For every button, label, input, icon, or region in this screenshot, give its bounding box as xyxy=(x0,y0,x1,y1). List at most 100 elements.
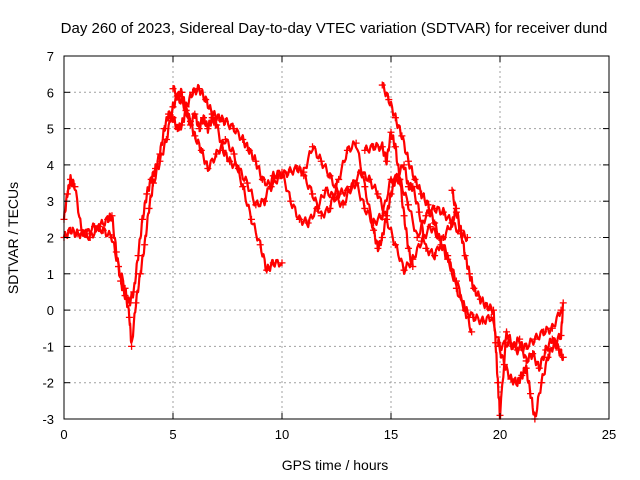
y-tick-label: 3 xyxy=(47,194,54,209)
data-point xyxy=(197,146,205,154)
data-point xyxy=(378,143,386,151)
series-trace-d xyxy=(300,139,465,261)
data-point xyxy=(422,244,430,252)
data-point xyxy=(559,353,567,361)
data-point xyxy=(361,146,369,154)
data-point xyxy=(267,183,275,191)
data-point xyxy=(409,183,417,191)
data-point xyxy=(361,183,369,191)
data-point xyxy=(422,212,430,220)
data-point xyxy=(431,219,439,227)
data-point xyxy=(522,342,530,350)
data-point xyxy=(540,328,548,336)
y-tick-label: -1 xyxy=(42,339,54,354)
data-point xyxy=(108,212,116,220)
data-point xyxy=(396,175,404,183)
data-point xyxy=(67,175,75,183)
series-trace-c xyxy=(169,83,471,243)
data-point xyxy=(557,332,565,340)
data-point xyxy=(221,117,229,125)
data-point xyxy=(542,346,550,354)
x-tick-label: 5 xyxy=(169,427,176,442)
data-point xyxy=(169,103,177,111)
y-tick-label: 1 xyxy=(47,267,54,282)
data-point xyxy=(156,157,164,165)
data-point xyxy=(189,88,197,96)
data-point xyxy=(365,175,373,183)
data-point xyxy=(287,197,295,205)
data-point xyxy=(121,284,129,292)
data-point xyxy=(531,335,539,343)
data-point xyxy=(125,313,133,321)
data-point xyxy=(391,143,399,151)
data-point xyxy=(230,150,238,158)
data-point xyxy=(476,295,484,303)
data-point xyxy=(404,157,412,165)
data-point xyxy=(500,361,508,369)
series-trace-f xyxy=(378,81,476,336)
data-point xyxy=(178,88,186,96)
data-point xyxy=(186,117,194,125)
data-point xyxy=(516,335,524,343)
data-point xyxy=(317,157,325,165)
data-point xyxy=(208,110,216,118)
data-point xyxy=(444,255,452,263)
data-point xyxy=(245,146,253,154)
data-point xyxy=(352,139,360,147)
data-point xyxy=(452,208,460,216)
data-point xyxy=(494,379,502,387)
series-line xyxy=(381,82,472,334)
data-point xyxy=(400,212,408,220)
data-point xyxy=(128,342,136,350)
x-tick-label: 0 xyxy=(60,427,67,442)
gridlines xyxy=(64,56,609,419)
data-point xyxy=(537,379,545,387)
data-point xyxy=(439,208,447,216)
data-point xyxy=(182,103,190,111)
data-point xyxy=(309,143,317,151)
data-point xyxy=(513,346,521,354)
data-point xyxy=(256,241,264,249)
data-point xyxy=(551,339,558,347)
series-trace-g xyxy=(448,186,567,420)
data-point xyxy=(527,390,535,398)
data-point xyxy=(200,114,208,122)
data-point xyxy=(361,204,369,212)
data-point xyxy=(99,226,107,234)
chart-title: Day 260 of 2023, Sidereal Day-to-day VTE… xyxy=(61,20,608,37)
data-point xyxy=(470,313,478,321)
data-point xyxy=(278,259,286,267)
data-point xyxy=(213,150,221,158)
data-point xyxy=(391,241,399,249)
data-point xyxy=(522,364,530,372)
data-point xyxy=(529,350,537,358)
data-point xyxy=(518,371,526,379)
data-point xyxy=(448,186,456,194)
data-point xyxy=(132,299,140,307)
data-point xyxy=(252,201,260,209)
data-point xyxy=(378,81,386,89)
data-point xyxy=(513,379,521,387)
data-point xyxy=(437,241,445,249)
data-point xyxy=(400,161,408,169)
data-point xyxy=(335,190,343,198)
data-point xyxy=(162,135,170,143)
x-tick-label: 15 xyxy=(384,427,398,442)
series-line xyxy=(303,140,462,261)
data-point xyxy=(555,346,563,354)
data-point xyxy=(63,190,71,198)
data-point xyxy=(71,183,79,191)
data-point xyxy=(269,259,277,267)
data-point xyxy=(418,190,426,198)
data-point xyxy=(352,179,360,187)
data-point xyxy=(160,125,168,133)
data-point xyxy=(413,234,421,241)
data-point xyxy=(304,219,312,227)
data-point xyxy=(494,339,502,347)
data-point xyxy=(374,244,382,252)
y-tick-label: 7 xyxy=(47,49,54,64)
data-point xyxy=(509,342,517,350)
data-point xyxy=(285,168,293,176)
data-point xyxy=(295,215,303,223)
